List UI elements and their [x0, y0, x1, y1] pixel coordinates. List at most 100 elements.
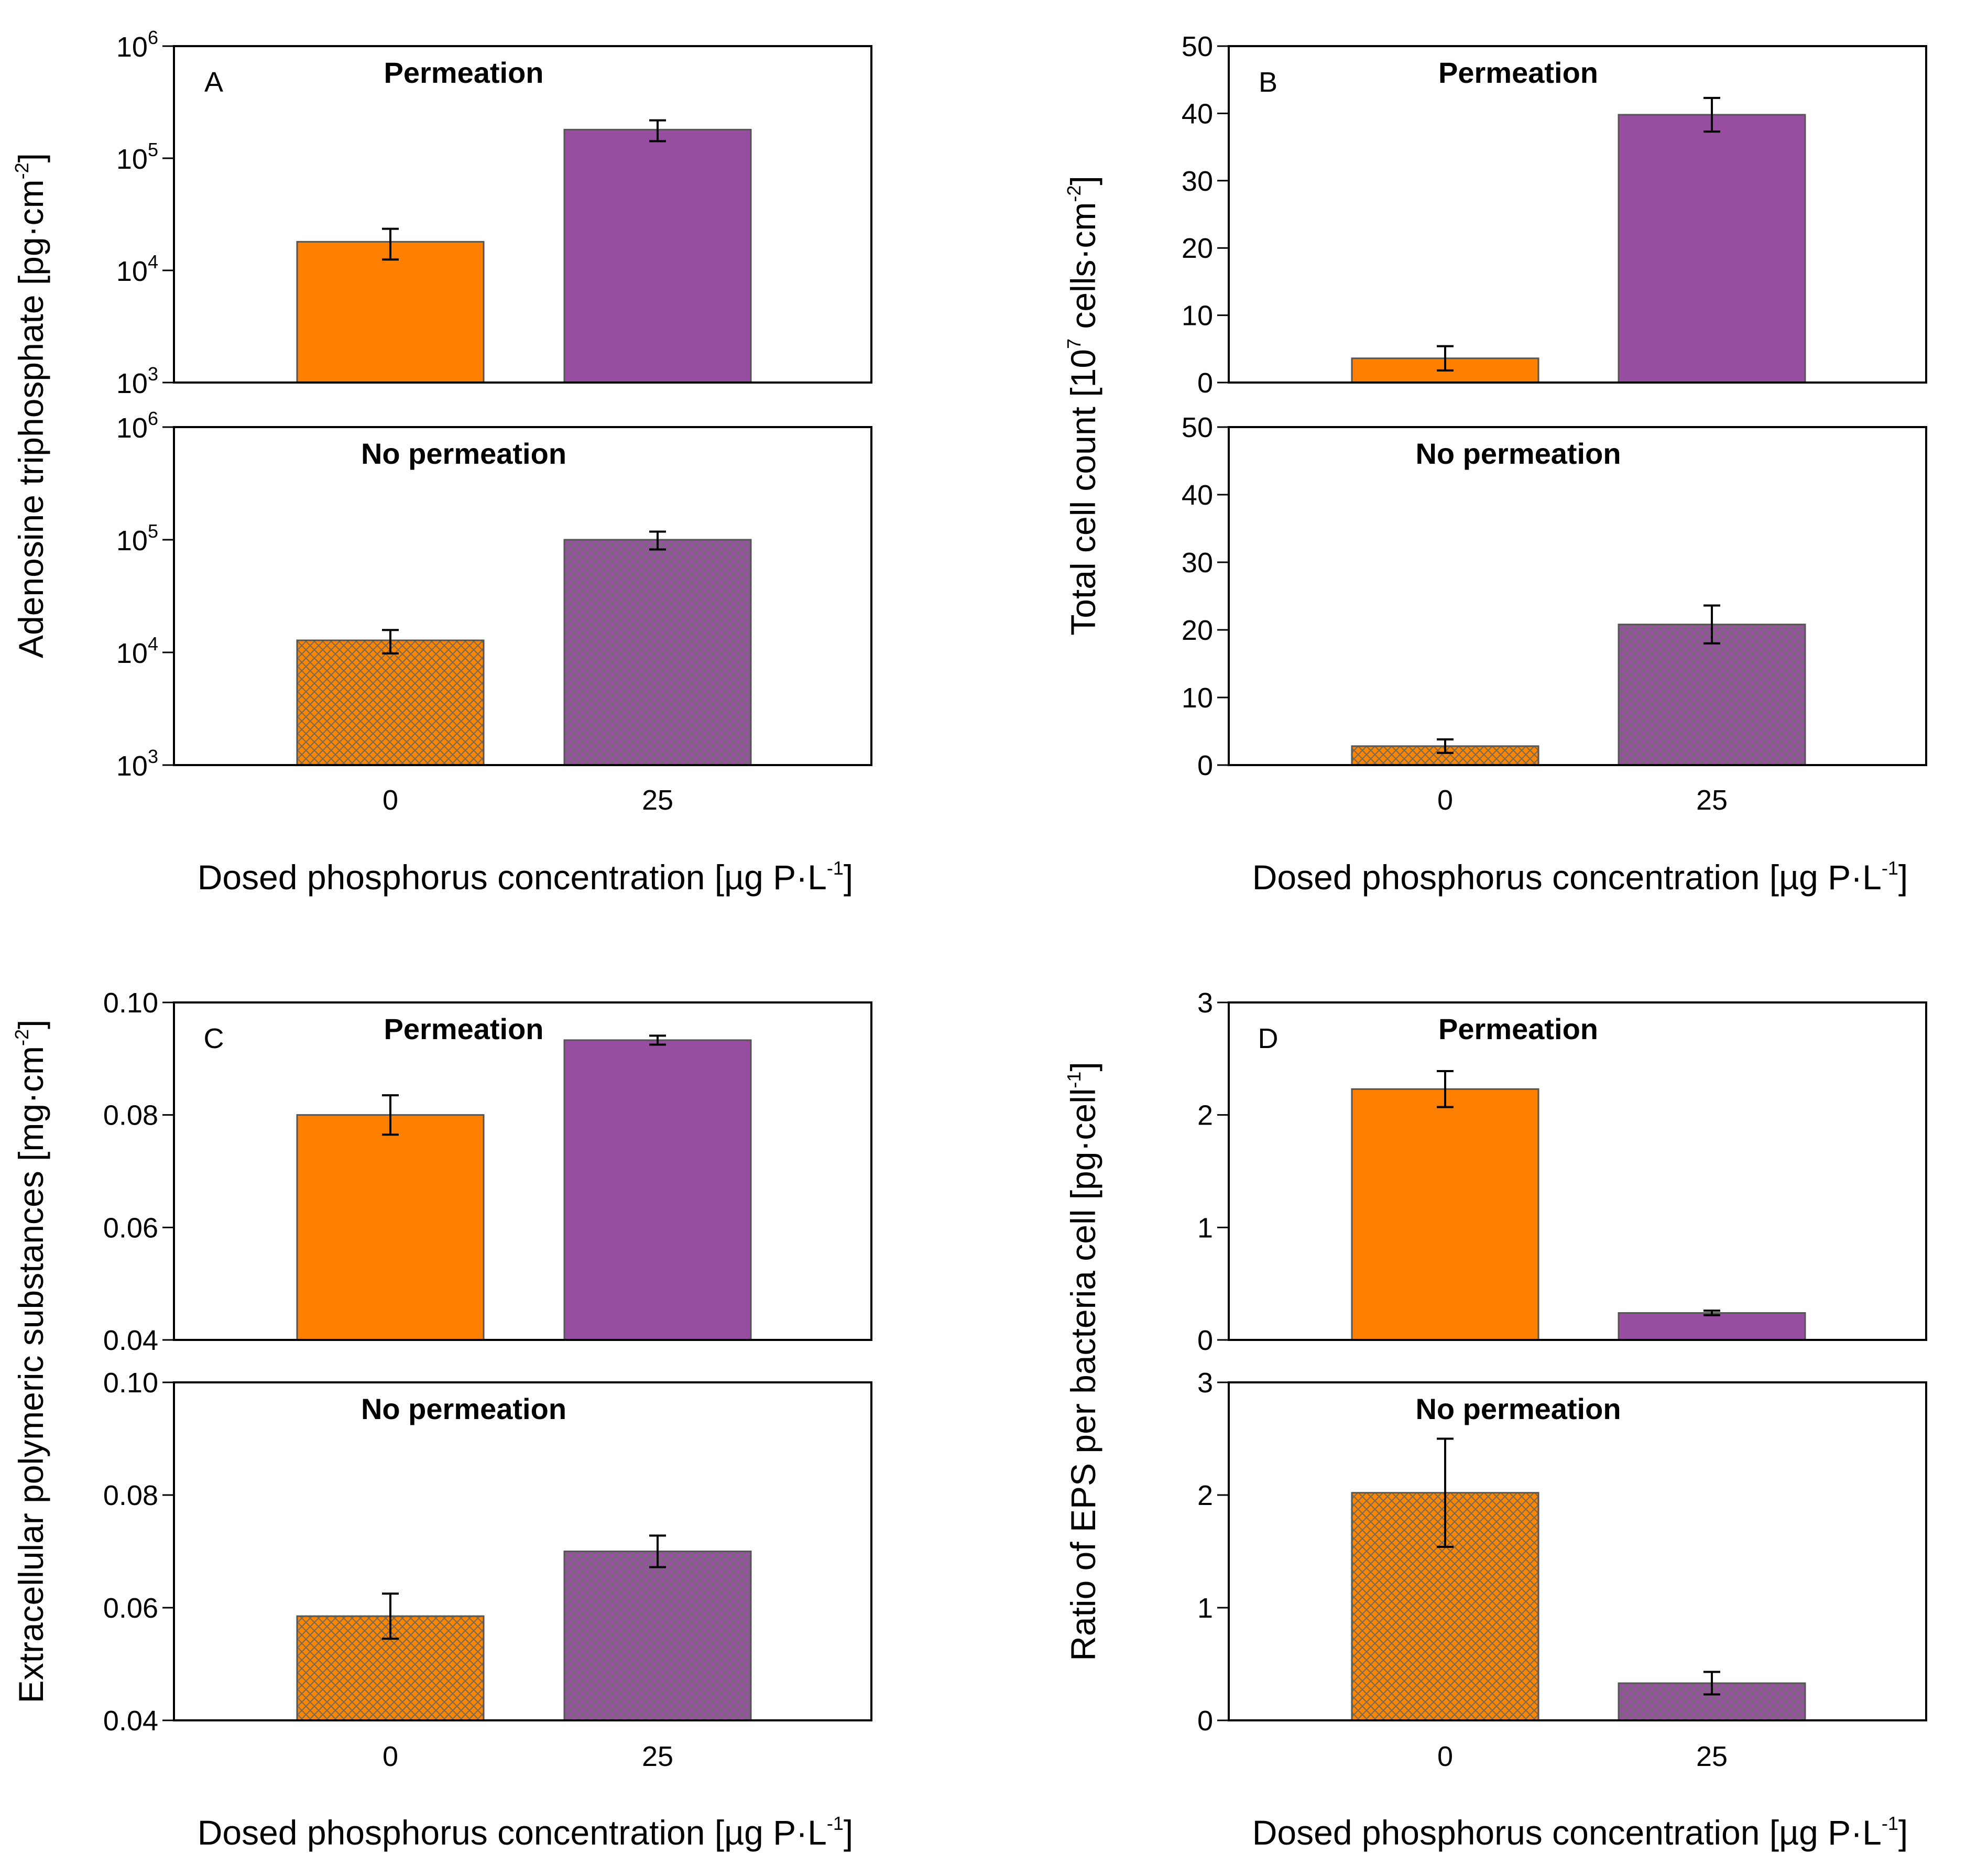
- error-bar-0: [1437, 738, 1454, 754]
- y-tick-label: 40: [1182, 98, 1213, 129]
- error-bar-0: [382, 629, 399, 655]
- subplot-title: Permeation: [1438, 56, 1598, 89]
- x-tick-label: 0: [383, 1741, 398, 1772]
- bar-25: [1618, 114, 1806, 384]
- y-axis-title: Total cell count [107 cells·cm-2]: [1063, 176, 1102, 635]
- panel-b: 0 10 20 30 40 50 Permeation 0 10 20 30 40 50 No perme…: [1063, 31, 1927, 897]
- y-tick-label: 20: [1182, 233, 1213, 264]
- panel-letter: D: [1258, 1023, 1279, 1054]
- x-tick-label: 25: [1696, 784, 1728, 816]
- x-axis-title: Dosed phosphorus concentration [µg P·L-1…: [1252, 1813, 1908, 1852]
- plot-frame: [1228, 1001, 1927, 1341]
- error-bar-25: [649, 530, 666, 551]
- plot-frame: [173, 1381, 872, 1721]
- panel-letter: C: [204, 1023, 224, 1054]
- subplot-permeation: 0 10 20 30 40 50 Permeation: [1182, 31, 1927, 399]
- error-bar-25: [1703, 1671, 1720, 1696]
- bar-0: [1351, 1088, 1539, 1341]
- y-tick-label: 0: [1197, 1705, 1213, 1737]
- subplot-no-permeation: 0 1 2 3 No permeation: [1197, 1367, 1927, 1737]
- y-tick-label: 30: [1182, 166, 1213, 197]
- error-bar-25: [649, 119, 666, 143]
- bar-25: [563, 539, 752, 766]
- panel-c: 0.040.060.080.10Permeation0.040.060.080.…: [11, 987, 872, 1852]
- bar-0: [296, 639, 485, 766]
- y-tick-label: 50: [1182, 31, 1213, 62]
- y-tick-label: 103: [116, 363, 158, 399]
- bar-0: [296, 241, 485, 384]
- panel-letter: A: [204, 67, 223, 98]
- bar-0: [296, 1114, 485, 1341]
- y-tick-label: 0.06: [103, 1593, 158, 1624]
- y-tick-label: 1: [1197, 1593, 1213, 1624]
- error-bar-0: [1437, 1070, 1454, 1108]
- y-axis-title: Ratio of EPS per bacteria cell [pg·cell-…: [1063, 1062, 1102, 1661]
- error-bar-0: [382, 227, 399, 261]
- x-axis-title: Dosed phosphorus concentration [µg P·L-1…: [198, 1813, 853, 1852]
- error-bar-0: [1437, 1437, 1454, 1548]
- y-tick-label: 0: [1197, 367, 1213, 399]
- plot-frame: [1228, 45, 1927, 384]
- plot-frame: [1228, 426, 1927, 766]
- error-bar-25: [1703, 96, 1720, 133]
- x-tick-label: 25: [642, 1741, 673, 1772]
- panel-letter: B: [1259, 67, 1277, 98]
- subplot-no-permeation: 0.04 0.06 0.08 0.10 No permeation: [103, 1367, 872, 1737]
- y-tick-label: 1: [1197, 1212, 1213, 1244]
- error-bar-25: [649, 1034, 666, 1046]
- panel-d: 0 1 2 3 Permeation 0 1 2 3 No permeation D 0 25 Dosed…: [1063, 987, 1927, 1852]
- y-tick-label: 2: [1197, 1100, 1213, 1131]
- error-bar-25: [649, 1534, 666, 1568]
- y-tick-label: 20: [1182, 615, 1213, 646]
- y-tick-label: 0.10: [103, 987, 158, 1019]
- y-tick-label: 0: [1197, 1325, 1213, 1356]
- y-tick-label: 106: [116, 27, 158, 63]
- y-tick-label: 2: [1197, 1480, 1213, 1511]
- bar-25: [563, 1551, 752, 1721]
- y-tick-label: 50: [1182, 412, 1213, 443]
- subplot-permeation: 103 104 105 106 Permeation: [116, 27, 872, 399]
- y-tick-label: 0.10: [103, 1367, 158, 1399]
- subplot-no-permeation: 103 104 105 106 No permeation: [116, 408, 872, 782]
- y-tick-label: 10: [1182, 300, 1213, 332]
- bar-25: [563, 1039, 752, 1341]
- x-tick-label: 0: [1437, 784, 1453, 816]
- subplot-title: Permeation: [384, 1012, 544, 1045]
- x-axis-title: Dosed phosphorus concentration [µg P·L-1…: [1252, 857, 1908, 897]
- y-tick-label: 0.08: [103, 1480, 158, 1511]
- subplot-permeation: 0 1 2 3 Permeation: [1197, 987, 1927, 1356]
- error-bar-0: [382, 1593, 399, 1640]
- plot-frame: [1228, 1381, 1927, 1721]
- y-tick-label: 0.06: [103, 1212, 158, 1244]
- y-tick-label: 0: [1197, 750, 1213, 781]
- subplot-title: Permeation: [1438, 1012, 1598, 1045]
- y-axis-title: Extracellular polymeric substances [mg·c…: [11, 1020, 50, 1704]
- error-bar-0: [382, 1094, 399, 1136]
- subplot-title: No permeation: [361, 1392, 566, 1425]
- y-tick-label: 3: [1197, 987, 1213, 1019]
- y-tick-label: 0.08: [103, 1100, 158, 1131]
- y-tick-label: 30: [1182, 547, 1213, 579]
- y-tick-label: 0.04: [103, 1325, 158, 1356]
- subplot-title: No permeation: [361, 437, 566, 470]
- y-tick-label: 104: [116, 251, 158, 287]
- subplot-title: No permeation: [1415, 437, 1621, 470]
- subplot-no-permeation: 0 10 20 30 40 50 No permeation: [1182, 412, 1927, 781]
- error-bar-25: [1703, 1310, 1720, 1316]
- y-axis-title: Adenosine triphosphate [pg·cm-2]: [11, 153, 50, 658]
- x-tick-label: 25: [1696, 1741, 1728, 1772]
- y-tick-label: 0.04: [103, 1705, 158, 1737]
- plot-frame: [173, 45, 872, 384]
- bar-25: [1618, 624, 1806, 766]
- x-tick-label: 25: [642, 784, 673, 816]
- x-axis-title: Dosed phosphorus concentration [µg P·L-1…: [198, 857, 853, 897]
- x-tick-label: 0: [383, 784, 398, 816]
- plot-frame: [173, 426, 872, 766]
- y-tick-label: 3: [1197, 1367, 1213, 1399]
- bar-25: [1618, 1312, 1806, 1341]
- bar-25: [563, 128, 752, 384]
- plot-frame: [173, 1001, 872, 1341]
- y-tick-label: 106: [116, 408, 158, 444]
- y-tick-label: 10: [1182, 682, 1213, 714]
